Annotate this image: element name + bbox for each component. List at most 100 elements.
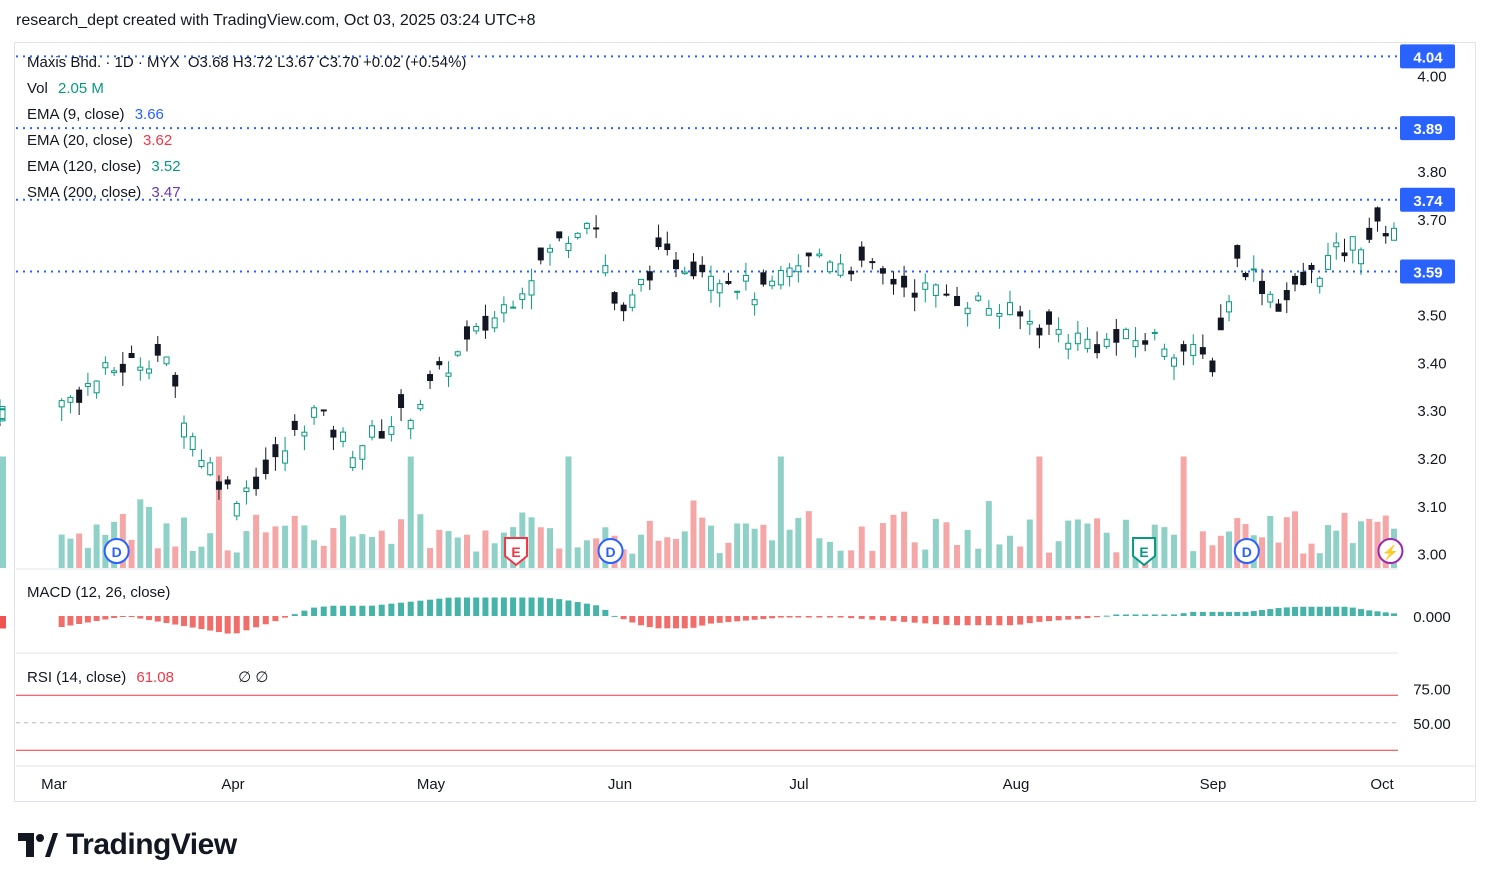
volume-bar: [1113, 552, 1120, 568]
candle-body: [1113, 329, 1120, 343]
candle-body: [207, 462, 214, 476]
macd-histogram-bar: [629, 616, 636, 623]
volume-bar: [620, 549, 627, 568]
volume-bar: [137, 499, 144, 568]
volume-bar: [1161, 527, 1168, 568]
volume-bar: [547, 528, 554, 568]
volume-bar: [154, 548, 161, 568]
volume-bar: [646, 520, 653, 568]
volume-bar: [664, 537, 671, 568]
candle-body: [848, 270, 855, 275]
candle-body: [291, 420, 298, 430]
volume-bar: [699, 517, 706, 568]
candle-body: [436, 361, 443, 366]
candle-body: [556, 231, 563, 239]
macd-histogram-bar: [943, 616, 950, 625]
macd-histogram-bar: [869, 616, 876, 620]
candle-body: [1292, 275, 1299, 285]
price-tick-label: 3.80: [1417, 164, 1446, 181]
macd-histogram-bar: [473, 597, 480, 616]
candle-body: [655, 237, 662, 248]
volume-bar: [330, 527, 337, 568]
candle-body: [1046, 311, 1053, 325]
event-marker-label: E: [511, 544, 520, 560]
volume-bar: [0, 456, 6, 568]
candle-body: [725, 281, 732, 284]
volume-bar: [1283, 517, 1290, 568]
candle-body: [1316, 277, 1323, 287]
candle-body: [407, 419, 414, 430]
volume-bar: [837, 550, 844, 568]
macd-histogram-bar: [1113, 614, 1120, 616]
candle-body: [858, 246, 865, 261]
volume-bar: [215, 456, 222, 568]
macd-histogram-bar: [638, 616, 645, 626]
candle-body: [1142, 340, 1149, 345]
volume-bar: [172, 546, 179, 568]
candle-body: [716, 283, 723, 294]
volume-bar: [681, 531, 688, 568]
candle-body: [1358, 249, 1365, 265]
macd-histogram-bar: [707, 616, 714, 624]
event-marker-label: D: [112, 544, 122, 560]
volume-bar: [189, 550, 196, 568]
macd-histogram-bar: [454, 597, 461, 616]
legend-ema20-label: EMA (20, close): [27, 132, 133, 149]
price-tick-label: 3.00: [1417, 547, 1446, 564]
candle-body: [1391, 227, 1397, 241]
candle-body: [93, 380, 100, 394]
candle-body: [1366, 227, 1373, 240]
volume-bar: [1308, 543, 1315, 568]
macd-histogram-bar: [673, 616, 680, 629]
volume-bar: [848, 550, 855, 568]
volume-bar: [1190, 551, 1197, 568]
price-tick-label: 4.00: [1417, 68, 1446, 85]
macd-histogram-bar: [1006, 616, 1013, 626]
macd-histogram-bar: [378, 604, 385, 616]
macd-histogram-bar: [243, 616, 250, 631]
volume-bar: [473, 551, 480, 568]
candle-body: [243, 487, 250, 493]
macd-histogram-bar: [180, 616, 187, 627]
volume-bar: [1341, 512, 1348, 568]
macd-histogram-bar: [826, 616, 833, 618]
macd-histogram-bar: [1374, 611, 1381, 616]
candle-body: [1226, 301, 1233, 313]
candle-body: [1017, 311, 1024, 317]
macd-histogram-bar: [1142, 614, 1149, 616]
candle-body: [1333, 242, 1340, 248]
candle-body: [398, 394, 405, 408]
candle-body: [427, 374, 434, 382]
volume-bar: [1199, 531, 1206, 568]
macd-histogram-bar: [1217, 611, 1224, 616]
volume-bar: [388, 543, 395, 568]
legend-ema9: EMA (9, close) 3.66: [27, 106, 164, 123]
volume-bar: [1094, 518, 1101, 568]
macd-histogram-bar: [964, 616, 971, 626]
legend-ohlc: Maxis Bhd. · 1D · MYX O3.68 H3.72 L3.67 …: [27, 54, 466, 71]
level-price-badge: [1400, 116, 1455, 141]
macd-histogram-bar: [1084, 616, 1091, 619]
candle-body: [537, 247, 544, 261]
level-price-label: 3.59: [1413, 265, 1442, 282]
volume-bar: [1180, 456, 1187, 568]
volume-bar: [163, 523, 170, 568]
tradingview-logo[interactable]: TradingView: [18, 828, 237, 862]
candle-body: [1180, 344, 1187, 352]
macd-histogram-bar: [1036, 616, 1043, 622]
volume-bar: [311, 540, 318, 568]
volume-bar: [816, 538, 823, 568]
candle-body: [1217, 317, 1224, 331]
volume-bar: [1316, 553, 1323, 568]
volume-bar: [583, 540, 590, 568]
candle-body: [611, 292, 618, 304]
volume-bar: [491, 543, 498, 568]
volume-bar: [805, 511, 812, 568]
candle-body: [1325, 255, 1332, 270]
macd-histogram-bar: [1017, 616, 1024, 625]
macd-histogram-bar: [463, 597, 470, 616]
candle-body: [964, 307, 971, 315]
volume-bar: [198, 546, 205, 568]
candle-body: [146, 368, 153, 374]
